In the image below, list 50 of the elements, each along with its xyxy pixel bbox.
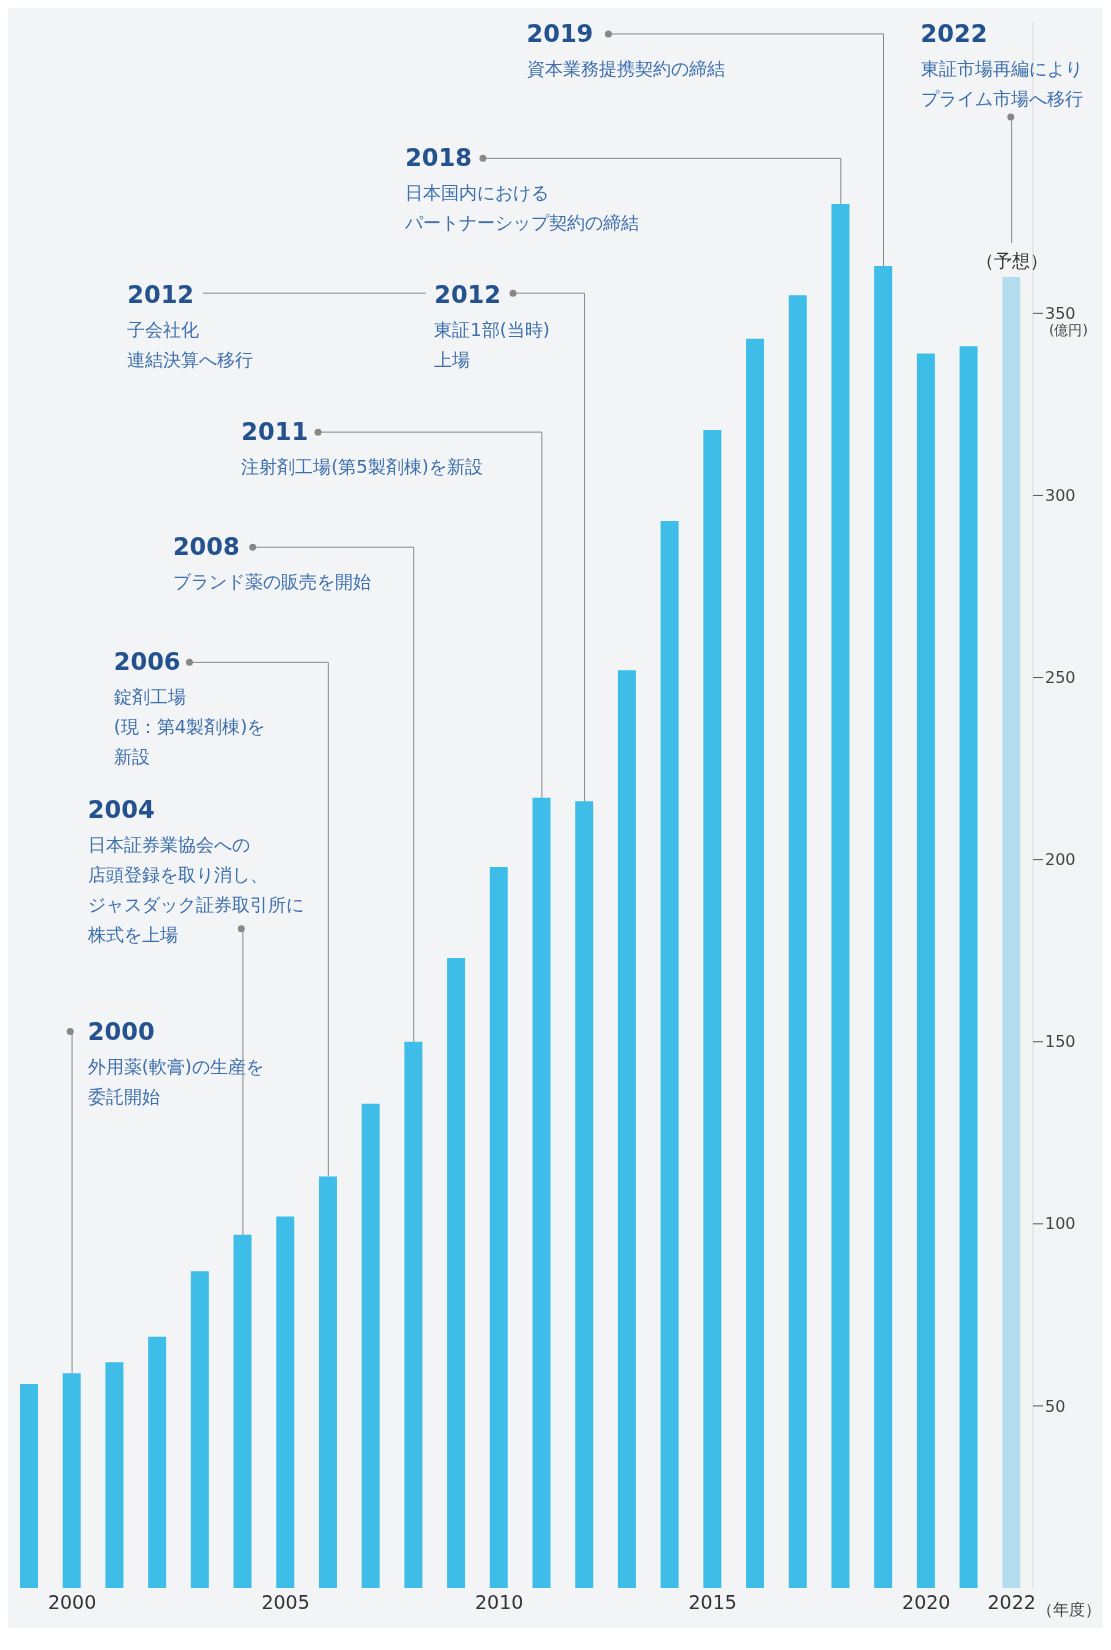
x-tick-label: 2010 — [474, 1591, 524, 1614]
annotation: 2018 日本国内におけるパートナーシップ契約の締結 — [404, 144, 640, 234]
annotation: 2000 外用薬(軟膏)の生産を委託開始 — [87, 1017, 264, 1107]
bar — [959, 346, 978, 1588]
bar — [788, 295, 807, 1588]
bar — [874, 266, 893, 1588]
bar — [617, 670, 636, 1588]
bar — [916, 353, 935, 1588]
bar — [703, 429, 722, 1588]
x-tick-label: 2015 — [688, 1591, 737, 1614]
annotation: 2006 錠剤工場(現：第4製剤棟)を新設 — [113, 648, 266, 768]
y-tick-label: 250 — [1045, 668, 1076, 688]
y-tick-label: 100 — [1045, 1214, 1076, 1234]
bar — [190, 1271, 209, 1588]
y-tick-label: 150 — [1045, 1032, 1076, 1052]
x-tick-label: 2005 — [261, 1591, 310, 1614]
bar — [532, 797, 551, 1588]
y-tick-label: 50 — [1045, 1396, 1066, 1416]
bar — [318, 1176, 337, 1588]
bar — [233, 1234, 252, 1588]
annotation: 2012 子会社化連結決算へ移行 — [127, 281, 254, 371]
bar — [404, 1041, 423, 1588]
bar — [660, 520, 679, 1588]
x-axis-title: （年度） — [1037, 1600, 1101, 1619]
y-tick-label: 200 — [1045, 850, 1076, 870]
bar — [20, 1384, 38, 1588]
annotation: 2012 東証1部(当時)上場 — [434, 281, 550, 371]
x-tick-label: 2000 — [47, 1591, 97, 1614]
bar — [447, 957, 466, 1588]
y-axis-title: (億円) — [1049, 322, 1088, 339]
bar — [575, 801, 594, 1588]
x-tick-label: 2020 — [902, 1591, 951, 1614]
annotation: 2008 ブランド薬の販売を開始 — [172, 533, 371, 593]
annotation: 2022 東証市場再編によりプライム市場へ移行 — [920, 19, 1083, 109]
bar — [105, 1362, 124, 1588]
annotation: 2004 日本証券業協会への店頭登録を取り消し、ジャスダック証券取引所に株式を上場 — [86, 795, 304, 945]
bar — [1002, 276, 1021, 1588]
annotation: 2011 注射剤工場(第5製剤棟)を新設 — [241, 418, 483, 478]
annotation: （予想） — [975, 249, 1048, 271]
bar — [489, 866, 508, 1588]
x-tick-label: 2022 — [987, 1591, 1036, 1614]
bar — [746, 338, 765, 1588]
annotation: 2019 資本業務提携契約の締結 — [526, 19, 725, 79]
y-tick-label: 300 — [1045, 486, 1076, 506]
bar — [148, 1336, 167, 1588]
bar — [276, 1216, 295, 1588]
bar — [831, 204, 850, 1588]
bar — [62, 1373, 81, 1588]
bar — [361, 1103, 380, 1588]
y-tick-label: 350 — [1045, 304, 1076, 324]
